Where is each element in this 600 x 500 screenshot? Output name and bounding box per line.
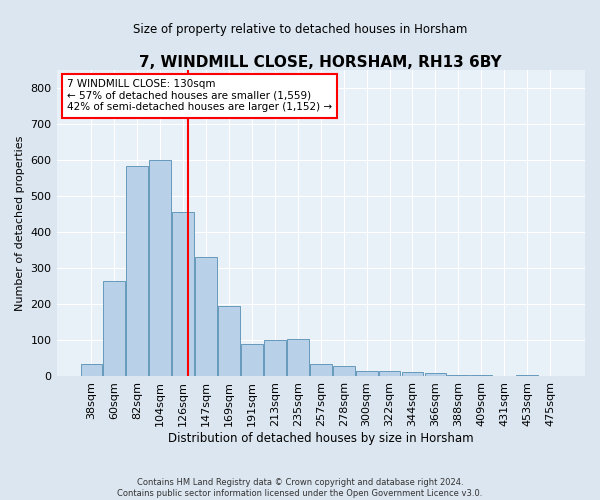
Text: Contains HM Land Registry data © Crown copyright and database right 2024.
Contai: Contains HM Land Registry data © Crown c…: [118, 478, 482, 498]
Bar: [310, 364, 332, 376]
X-axis label: Distribution of detached houses by size in Horsham: Distribution of detached houses by size …: [168, 432, 473, 445]
Bar: [103, 281, 125, 376]
Bar: [127, 166, 148, 376]
Text: 7 WINDMILL CLOSE: 130sqm
← 57% of detached houses are smaller (1,559)
42% of sem: 7 WINDMILL CLOSE: 130sqm ← 57% of detach…: [67, 79, 332, 112]
Bar: [379, 370, 400, 376]
Text: Size of property relative to detached houses in Horsham: Size of property relative to detached ho…: [133, 22, 467, 36]
Bar: [287, 338, 309, 376]
Bar: [172, 212, 194, 376]
Bar: [356, 370, 377, 376]
Bar: [425, 373, 446, 376]
Bar: [264, 340, 286, 376]
Bar: [195, 258, 217, 376]
Bar: [470, 374, 492, 376]
Y-axis label: Number of detached properties: Number of detached properties: [15, 136, 25, 311]
Bar: [218, 306, 240, 376]
Bar: [333, 366, 355, 376]
Title: 7, WINDMILL CLOSE, HORSHAM, RH13 6BY: 7, WINDMILL CLOSE, HORSHAM, RH13 6BY: [139, 55, 502, 70]
Bar: [516, 374, 538, 376]
Bar: [401, 372, 424, 376]
Bar: [241, 344, 263, 376]
Bar: [80, 364, 103, 376]
Bar: [448, 374, 469, 376]
Bar: [149, 160, 171, 376]
